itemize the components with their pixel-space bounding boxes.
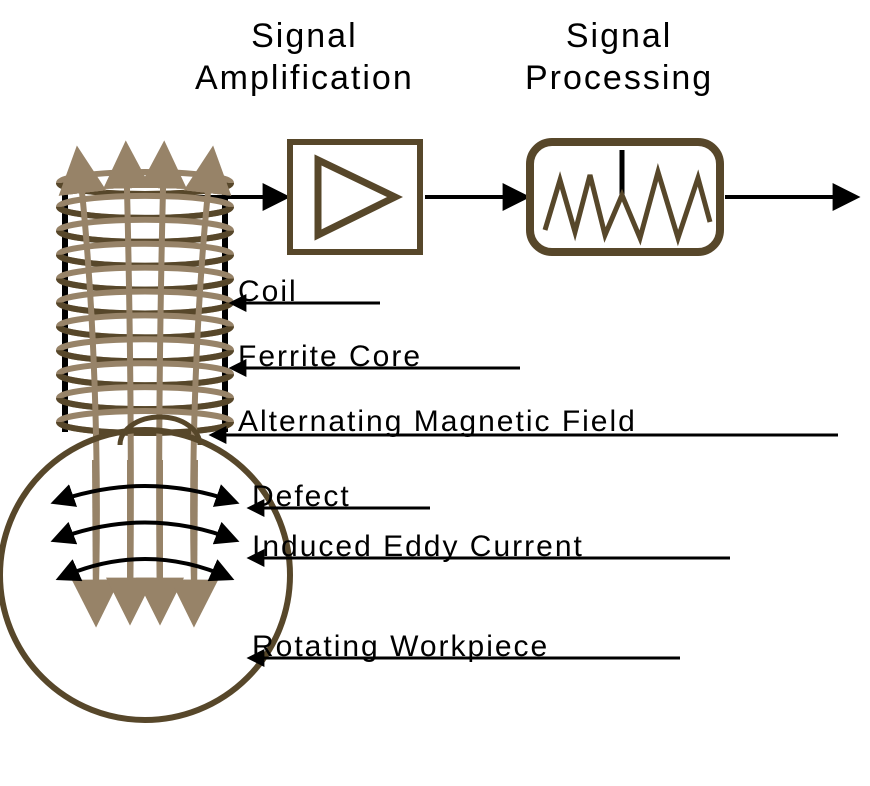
workpiece-circle — [0, 430, 290, 720]
label-workpiece: Rotating Workpiece — [252, 630, 549, 664]
label-coil: Coil — [238, 275, 298, 309]
amplifier-box — [290, 142, 420, 252]
label-defect: Defect — [252, 480, 351, 514]
title-processing: SignalProcessing — [525, 15, 713, 99]
processing-box — [530, 142, 720, 252]
title-amplification: SignalAmplification — [195, 15, 414, 99]
eddy-currents — [55, 486, 235, 578]
eddy-current-diagram — [0, 0, 870, 786]
label-eddy: Induced Eddy Current — [252, 530, 584, 564]
label-amf: Alternating Magnetic Field — [238, 405, 637, 439]
label-ferrite: Ferrite Core — [238, 340, 422, 374]
